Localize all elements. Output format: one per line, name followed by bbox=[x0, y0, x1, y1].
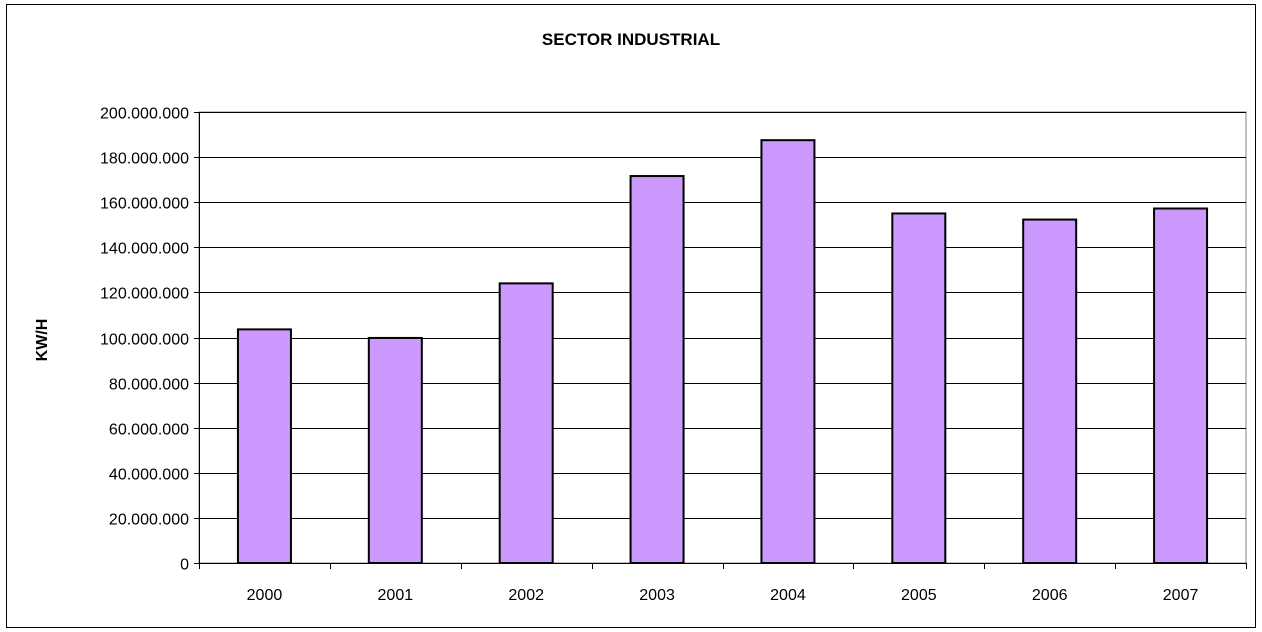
bar bbox=[891, 212, 947, 564]
bar bbox=[760, 139, 816, 564]
bar bbox=[367, 336, 423, 564]
y-tick-label: 80.000.000 bbox=[109, 377, 189, 394]
bar bbox=[1153, 207, 1209, 564]
x-tick-label: 2000 bbox=[247, 587, 283, 604]
bar bbox=[629, 175, 685, 565]
axes bbox=[199, 112, 1246, 564]
y-tick-label: 180.000.000 bbox=[100, 151, 189, 168]
y-tick-label: 20.000.000 bbox=[109, 512, 189, 529]
bar bbox=[498, 282, 554, 564]
y-tick-label: 160.000.000 bbox=[100, 196, 189, 213]
bars bbox=[236, 139, 1209, 565]
gridlines bbox=[198, 111, 1247, 564]
x-tick-label: 2001 bbox=[378, 587, 414, 604]
plot-area bbox=[198, 111, 1247, 564]
x-tick-label: 2002 bbox=[508, 587, 544, 604]
x-tick-label: 2004 bbox=[770, 587, 806, 604]
x-tick-label: 2005 bbox=[901, 587, 937, 604]
y-tick-label: 140.000.000 bbox=[100, 241, 189, 258]
bar bbox=[1022, 218, 1078, 564]
x-tick-label: 2007 bbox=[1163, 587, 1199, 604]
x-tick-label: 2003 bbox=[639, 587, 675, 604]
y-tick-label: 40.000.000 bbox=[109, 467, 189, 484]
bar bbox=[236, 328, 292, 564]
y-tick-label: 60.000.000 bbox=[109, 422, 189, 439]
x-tick-label: 2006 bbox=[1032, 587, 1068, 604]
y-tick-label: 200.000.000 bbox=[100, 106, 189, 123]
x-axis-ticks: 2000 2001 2002 2003 2004 2005 2006 2007 bbox=[199, 563, 1247, 604]
chart-title: SECTOR INDUSTRIAL bbox=[541, 30, 721, 49]
y-tick-label: 100.000.000 bbox=[100, 332, 189, 349]
y-tick-label: 0 bbox=[180, 557, 189, 574]
y-tick-label: 120.000.000 bbox=[100, 286, 189, 303]
y-axis-ticks: 0 20.000.000 40.000.000 60.000.000 80.000.00… bbox=[100, 106, 199, 574]
